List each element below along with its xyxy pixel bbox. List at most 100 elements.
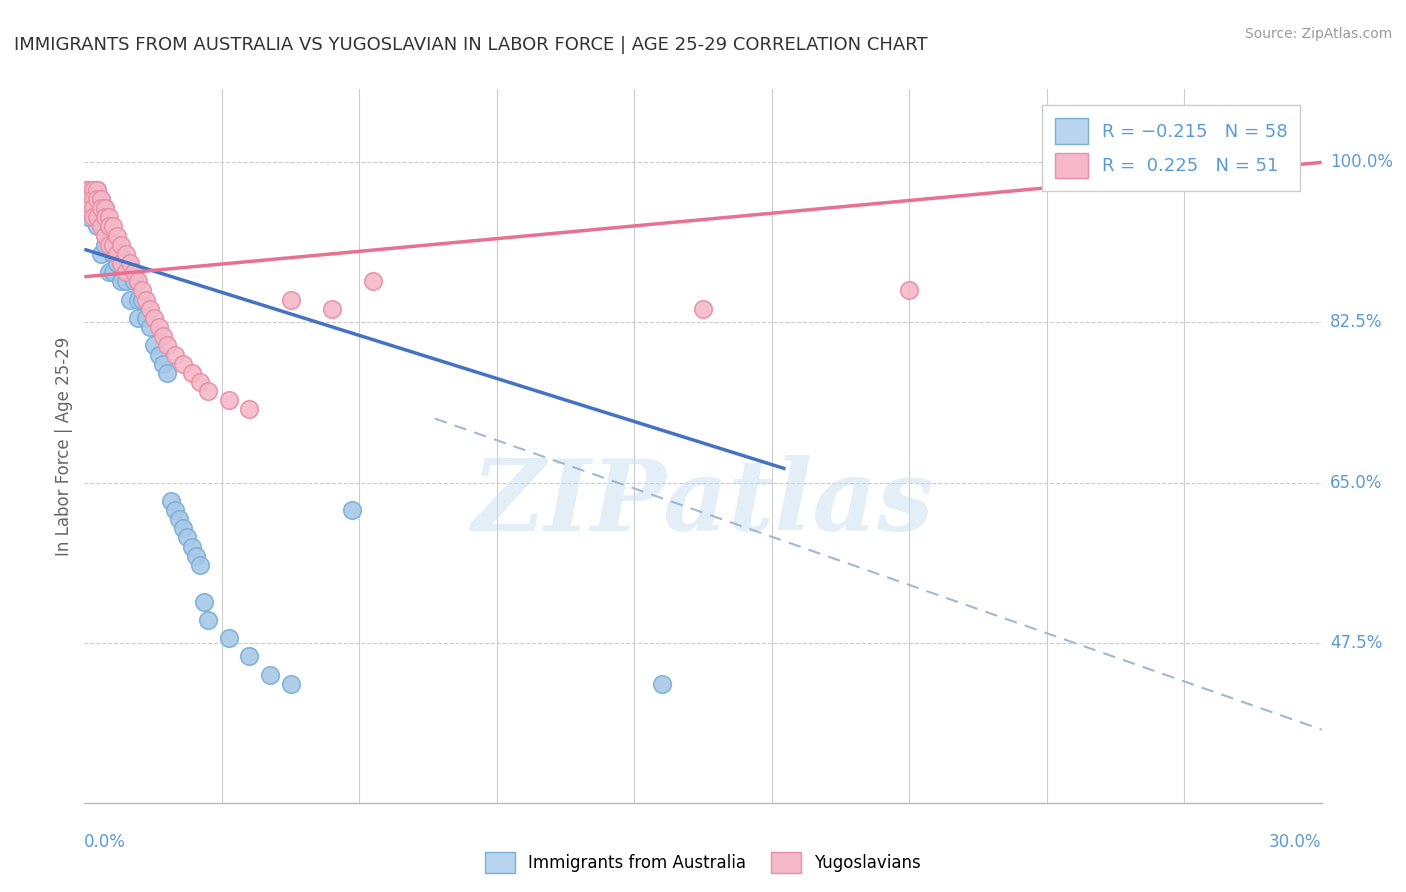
Point — [156, 338, 179, 352]
Point — [122, 274, 145, 288]
Point — [118, 293, 141, 307]
Point — [94, 228, 117, 243]
Point — [238, 649, 260, 664]
Point — [321, 301, 343, 316]
Point — [77, 211, 100, 225]
Point — [110, 256, 132, 270]
Point — [82, 183, 104, 197]
Point — [86, 201, 108, 215]
Point — [167, 512, 190, 526]
Point — [98, 219, 121, 234]
Point — [172, 521, 194, 535]
Text: 0.0%: 0.0% — [84, 833, 127, 851]
Point — [127, 310, 149, 325]
Point — [103, 219, 125, 234]
Point — [898, 284, 921, 298]
Point — [77, 201, 100, 215]
Point — [180, 540, 202, 554]
Point — [127, 293, 149, 307]
Text: 47.5%: 47.5% — [1330, 633, 1382, 652]
Point — [82, 192, 104, 206]
Point — [259, 667, 281, 681]
Point — [86, 183, 108, 197]
Point — [77, 183, 100, 197]
Legend: R = −0.215   N = 58, R =  0.225   N = 51: R = −0.215 N = 58, R = 0.225 N = 51 — [1042, 105, 1301, 191]
Point — [114, 256, 136, 270]
Point — [156, 366, 179, 380]
Point — [148, 347, 170, 361]
Text: 82.5%: 82.5% — [1330, 313, 1382, 332]
Point — [82, 183, 104, 197]
Point — [131, 293, 153, 307]
Point — [188, 558, 211, 572]
Point — [114, 265, 136, 279]
Text: Source: ZipAtlas.com: Source: ZipAtlas.com — [1244, 27, 1392, 41]
Point — [77, 201, 100, 215]
Point — [342, 503, 364, 517]
Point — [86, 219, 108, 234]
Point — [280, 293, 302, 307]
Y-axis label: In Labor Force | Age 25-29: In Labor Force | Age 25-29 — [55, 336, 73, 556]
Point — [172, 357, 194, 371]
Point — [82, 201, 104, 215]
Point — [238, 402, 260, 417]
Point — [77, 183, 100, 197]
Point — [361, 274, 384, 288]
Point — [94, 237, 117, 252]
Point — [160, 494, 183, 508]
Point — [110, 274, 132, 288]
Text: 30.0%: 30.0% — [1270, 833, 1322, 851]
Point — [280, 677, 302, 691]
Point — [94, 211, 117, 225]
Point — [127, 274, 149, 288]
Point — [180, 366, 202, 380]
Point — [82, 201, 104, 215]
Point — [105, 247, 128, 261]
Point — [131, 284, 153, 298]
Point — [86, 211, 108, 225]
Point — [651, 677, 673, 691]
Point — [94, 211, 117, 225]
Point — [98, 228, 121, 243]
Point — [103, 237, 125, 252]
Point — [98, 237, 121, 252]
Point — [77, 192, 100, 206]
Point — [135, 293, 157, 307]
Text: 100.0%: 100.0% — [1330, 153, 1393, 171]
Point — [90, 201, 112, 215]
Point — [82, 183, 104, 197]
Point — [105, 237, 128, 252]
Point — [148, 320, 170, 334]
Point — [139, 301, 162, 316]
Point — [184, 549, 207, 563]
Point — [143, 338, 166, 352]
Text: 65.0%: 65.0% — [1330, 474, 1382, 491]
Point — [197, 613, 219, 627]
Point — [103, 247, 125, 261]
Point — [90, 247, 112, 261]
Point — [152, 357, 174, 371]
Point — [139, 320, 162, 334]
Point — [114, 247, 136, 261]
Point — [165, 347, 187, 361]
Point — [110, 247, 132, 261]
Point — [197, 384, 219, 398]
Point — [86, 183, 108, 197]
Legend: Immigrants from Australia, Yugoslavians: Immigrants from Australia, Yugoslavians — [478, 846, 928, 880]
Point — [90, 192, 112, 206]
Point — [1104, 146, 1126, 161]
Text: IMMIGRANTS FROM AUSTRALIA VS YUGOSLAVIAN IN LABOR FORCE | AGE 25-29 CORRELATION : IMMIGRANTS FROM AUSTRALIA VS YUGOSLAVIAN… — [14, 36, 928, 54]
Point — [193, 594, 215, 608]
Text: ZIPatlas: ZIPatlas — [472, 455, 934, 551]
Point — [105, 228, 128, 243]
Point — [218, 631, 240, 645]
Point — [143, 310, 166, 325]
Point — [122, 265, 145, 279]
Point — [98, 211, 121, 225]
Point — [103, 265, 125, 279]
Point — [77, 183, 100, 197]
Point — [94, 201, 117, 215]
Point — [98, 219, 121, 234]
Point — [77, 183, 100, 197]
Point — [135, 310, 157, 325]
